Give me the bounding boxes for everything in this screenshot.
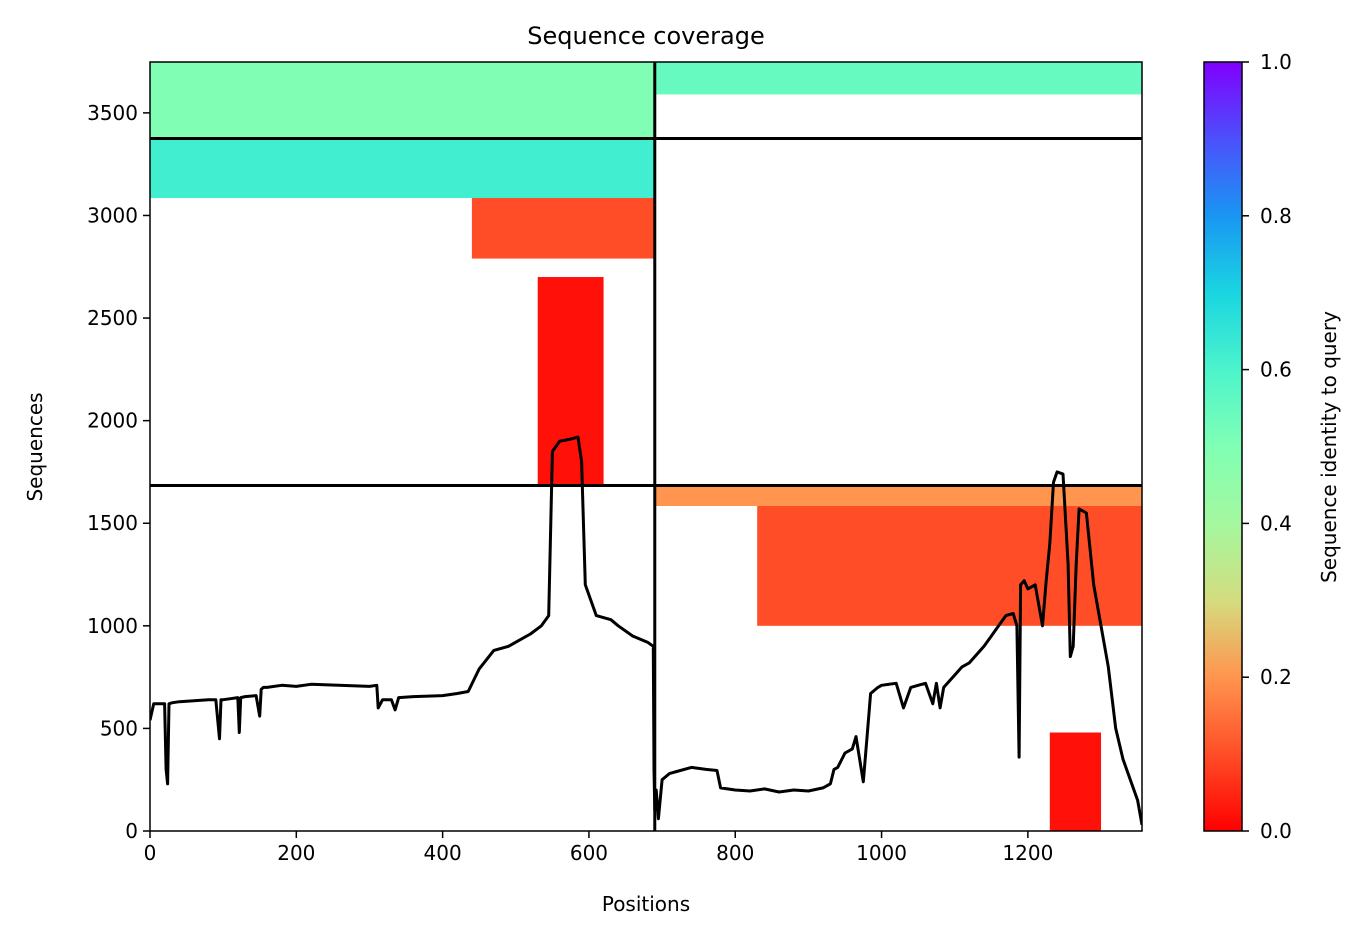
x-axis-ticks: 0 200 400 600 800 1000 1200 bbox=[144, 831, 1053, 865]
coverage-region bbox=[1049, 732, 1102, 831]
y-tick-label: 3000 bbox=[87, 203, 138, 227]
coverage-region bbox=[471, 198, 655, 259]
colorbar-label: Sequence identity to query bbox=[1317, 311, 1341, 583]
x-tick-label: 200 bbox=[277, 841, 315, 865]
coverage-region bbox=[537, 277, 604, 486]
coverage-curve bbox=[150, 435, 1142, 826]
coverage-region bbox=[150, 62, 655, 139]
y-tick-label: 2000 bbox=[87, 409, 138, 433]
colorbar-gradient bbox=[1203, 61, 1243, 832]
colorbar-ticks: 0.0 0.2 0.4 0.6 0.8 1.0 bbox=[1242, 50, 1292, 843]
plot-frame bbox=[149, 61, 1143, 832]
colorbar-tick-label: 0.2 bbox=[1260, 665, 1292, 689]
x-tick-label: 0 bbox=[144, 841, 157, 865]
y-tick-label: 500 bbox=[100, 716, 138, 740]
colorbar: 0.0 0.2 0.4 0.6 0.8 1.0 Sequence identity to … bbox=[1203, 50, 1341, 843]
y-axis-ticks: 0 500 1000 1500 2000 2500 3000 3500 bbox=[87, 101, 150, 843]
colorbar-tick-label: 1.0 bbox=[1260, 50, 1292, 74]
y-tick-label: 2500 bbox=[87, 306, 138, 330]
y-tick-label: 1000 bbox=[87, 614, 138, 638]
colorbar-tick-label: 0.4 bbox=[1260, 511, 1292, 535]
coverage-heatmap bbox=[150, 62, 1142, 831]
coverage-region bbox=[150, 138, 655, 199]
x-tick-label: 1000 bbox=[856, 841, 907, 865]
y-axis-label: Sequences bbox=[23, 392, 47, 501]
coverage-region bbox=[654, 485, 1142, 507]
x-tick-label: 800 bbox=[716, 841, 754, 865]
coverage-line bbox=[150, 435, 1142, 826]
colorbar-tick-label: 0.8 bbox=[1260, 204, 1292, 228]
x-tick-label: 1200 bbox=[1002, 841, 1053, 865]
x-tick-label: 400 bbox=[424, 841, 462, 865]
coverage-region bbox=[654, 62, 1142, 95]
coverage-region bbox=[757, 506, 1142, 626]
colorbar-tick-label: 0.6 bbox=[1260, 358, 1292, 382]
x-axis-label: Positions bbox=[602, 892, 690, 916]
y-tick-label: 1500 bbox=[87, 511, 138, 535]
y-tick-label: 0 bbox=[125, 819, 138, 843]
chart-title: Sequence coverage bbox=[527, 22, 764, 50]
colorbar-tick-label: 0.0 bbox=[1260, 819, 1292, 843]
x-tick-label: 600 bbox=[570, 841, 608, 865]
y-tick-label: 3500 bbox=[87, 101, 138, 125]
